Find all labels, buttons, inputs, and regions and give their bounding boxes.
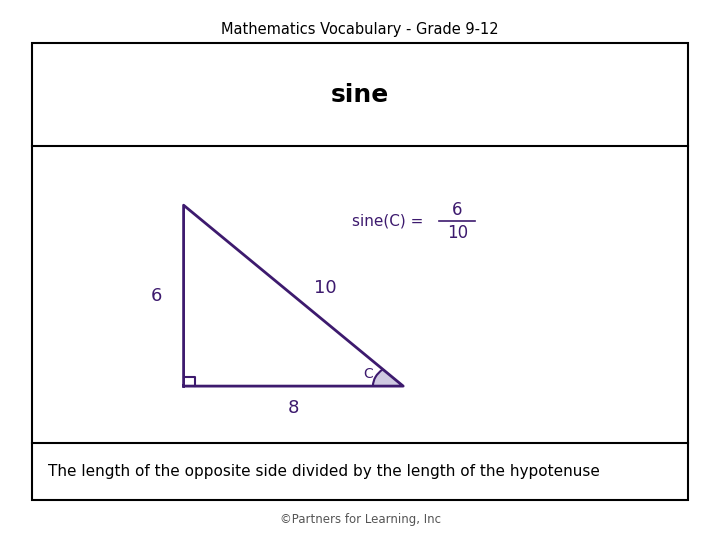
Polygon shape [373,369,403,386]
Text: 6: 6 [452,200,462,219]
Text: 10: 10 [446,224,468,242]
Text: sine(C) =: sine(C) = [352,214,428,229]
Bar [32,43,688,500]
Text: The length of the opposite side divided by the length of the hypotenuse: The length of the opposite side divided … [48,464,600,478]
Text: 6: 6 [150,287,162,305]
Text: sine: sine [331,83,389,106]
Text: 8: 8 [288,399,299,417]
Text: ©Partners for Learning, Inc: ©Partners for Learning, Inc [279,513,441,526]
Text: 10: 10 [315,279,337,296]
Text: C: C [363,367,372,381]
Text: Mathematics Vocabulary - Grade 9-12: Mathematics Vocabulary - Grade 9-12 [221,22,499,37]
